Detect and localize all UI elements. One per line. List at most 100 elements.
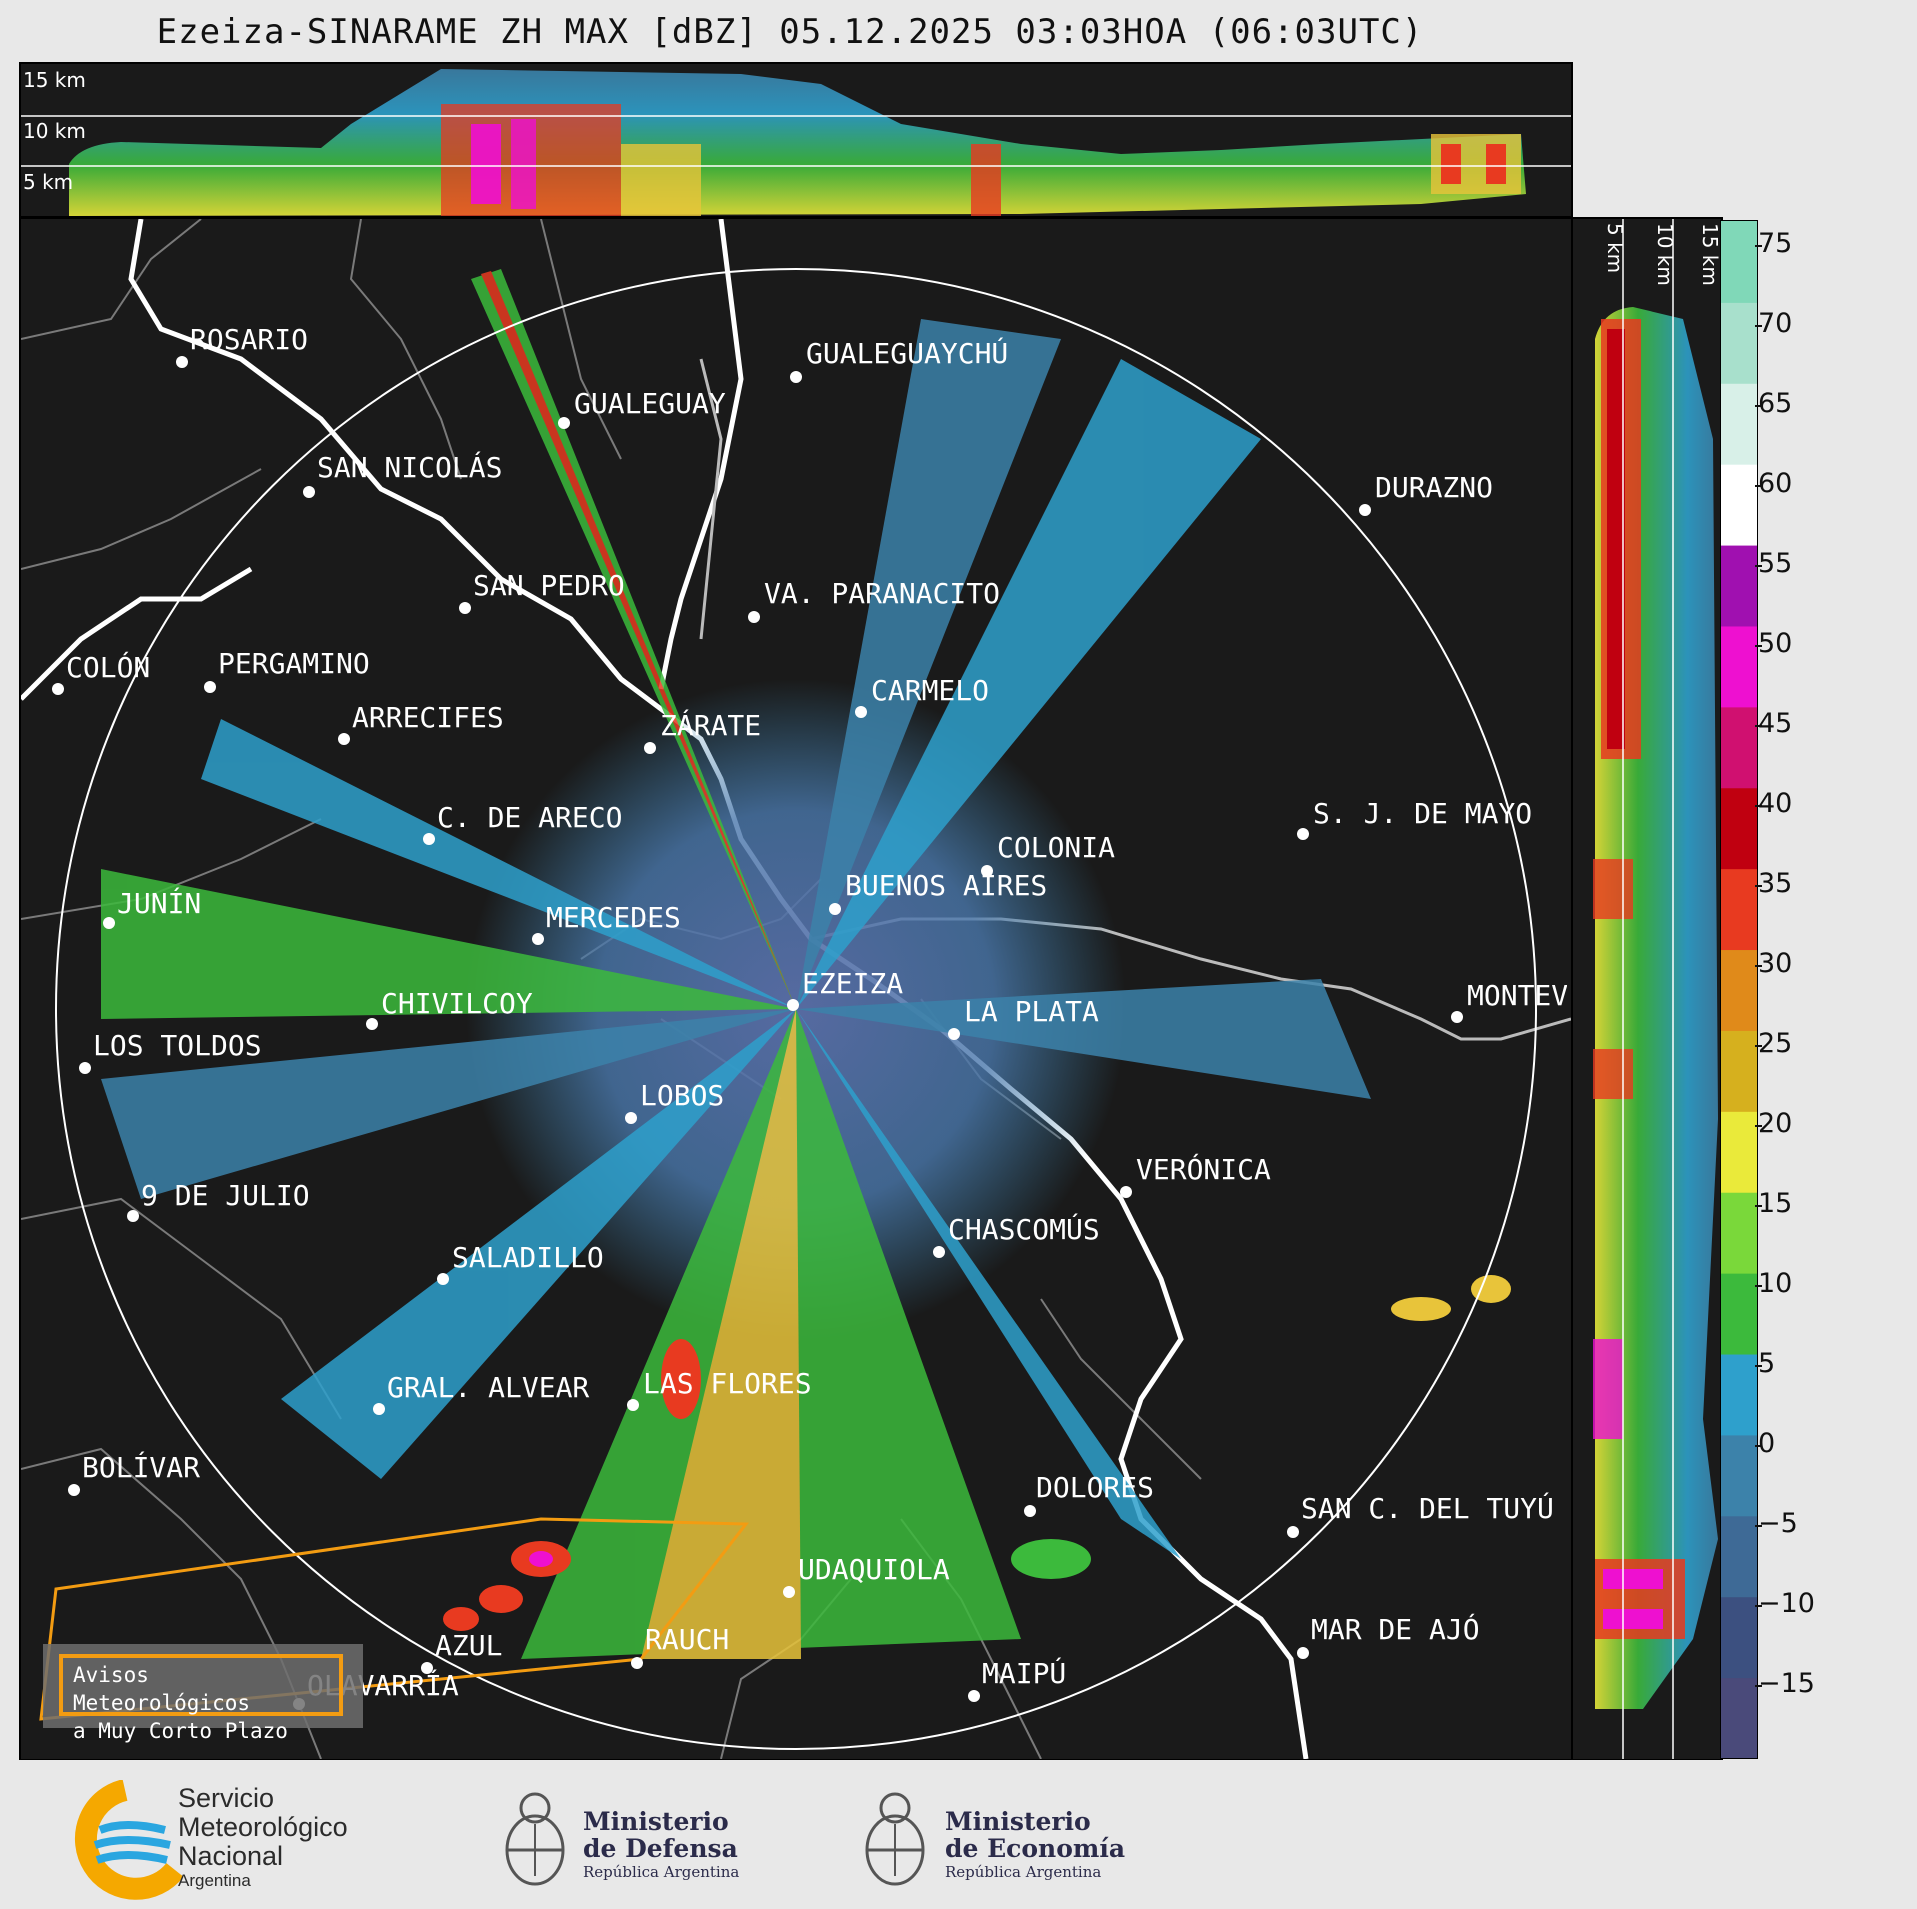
city-dot-san-nicolas bbox=[303, 486, 315, 498]
city-dot-saladillo bbox=[437, 1273, 449, 1285]
city-dot-9-de-julio bbox=[127, 1210, 139, 1222]
city-label-colon: COLÓN bbox=[66, 651, 151, 684]
defensa-logo-text: Ministerio de Defensa República Argentin… bbox=[583, 1808, 739, 1882]
city-dot-c-de-areco bbox=[423, 833, 435, 845]
city-label-los-toldos: LOS TOLDOS bbox=[93, 1029, 262, 1062]
height-label-10km: 10 km bbox=[23, 119, 86, 143]
city-dot-rauch bbox=[631, 1657, 643, 1669]
colorbar-band bbox=[1721, 949, 1757, 1031]
warning-line-1: Avisos Meteorológicos bbox=[73, 1663, 251, 1715]
radar-radial-echoes bbox=[101, 269, 1371, 1659]
city-dot-rosario bbox=[176, 356, 188, 368]
smn-logo-icon bbox=[74, 1780, 184, 1900]
colorbar-band bbox=[1721, 1434, 1757, 1517]
city-label-lobos: LOBOS bbox=[640, 1079, 725, 1112]
city-label-montevideo: MONTEVIDEO bbox=[1467, 979, 1567, 1012]
smn-line-4: Argentina bbox=[178, 1871, 251, 1890]
smn-line-1: Servicio bbox=[178, 1783, 275, 1813]
city-label-colonia: COLONIA bbox=[997, 831, 1116, 864]
economia-line-3: República Argentina bbox=[945, 1863, 1102, 1881]
colorbar-tick: −10 bbox=[1755, 1588, 1815, 1619]
colorbar-band bbox=[1721, 625, 1757, 708]
top-cross-section-echoes bbox=[21, 69, 1571, 216]
city-dot-la-plata bbox=[948, 1028, 960, 1040]
colorbar-tick: 30 bbox=[1754, 948, 1793, 979]
footer: Servicio Meteorológico Nacional Argentin… bbox=[0, 1760, 1917, 1909]
city-dot-sj-de-mayo bbox=[1297, 828, 1309, 840]
city-dot-gualeguay bbox=[558, 417, 570, 429]
city-dot-mercedes bbox=[532, 933, 544, 945]
city-dot-san-c-del-tuyu bbox=[1287, 1526, 1299, 1538]
colorbar-tick: 65 bbox=[1754, 388, 1793, 419]
city-label-paranacito: VA. PARANACITO bbox=[764, 577, 1001, 610]
height-label-15km: 15 km bbox=[23, 68, 86, 92]
city-label-gral-alvear: GRAL. ALVEAR bbox=[387, 1371, 590, 1404]
right-height-label-5km: 5 km bbox=[1603, 223, 1627, 274]
colorbar-tick: 45 bbox=[1754, 708, 1793, 739]
economia-line-2: de Economía bbox=[945, 1834, 1126, 1863]
colorbar-tick: −5 bbox=[1755, 1508, 1798, 1539]
storm-cells bbox=[443, 1275, 1511, 1631]
city-dot-carmelo bbox=[855, 706, 867, 718]
smn-logo-text: Servicio Meteorológico Nacional Argentin… bbox=[178, 1784, 348, 1891]
radar-map-panel: ROSARIO GUALEGUAYCHÚ GUALEGUAY SAN NICOL… bbox=[19, 217, 1573, 1761]
chart-title: Ezeiza-SINARAME ZH MAX [dBZ] 05.12.2025 … bbox=[156, 12, 1424, 52]
top-cross-section-panel: 15 km 10 km 5 km bbox=[19, 62, 1573, 218]
city-dot-gualeguaychu bbox=[790, 371, 802, 383]
colorbar-tick: 70 bbox=[1754, 308, 1793, 339]
right-height-label-10km: 10 km bbox=[1653, 223, 1677, 286]
right-height-label-15km: 15 km bbox=[1698, 223, 1722, 286]
defensa-line-1: Ministerio bbox=[583, 1807, 729, 1836]
city-label-mercedes: MERCEDES bbox=[546, 901, 681, 934]
city-label-veronica: VERÓNICA bbox=[1136, 1153, 1271, 1186]
city-label-saladillo: SALADILLO bbox=[452, 1241, 604, 1274]
city-dot-udaquiola bbox=[783, 1586, 795, 1598]
height-label-5km: 5 km bbox=[23, 170, 74, 194]
city-dot-gral-alvear bbox=[373, 1403, 385, 1415]
city-label-ezeiza: EZEIZA bbox=[802, 967, 904, 1000]
colorbar-tick: 20 bbox=[1754, 1108, 1793, 1139]
city-dot-bolivar bbox=[68, 1484, 80, 1496]
city-label-san-nicolas: SAN NICOLÁS bbox=[317, 451, 503, 484]
colorbar-band bbox=[1721, 1515, 1757, 1598]
city-dot-chivilcoy bbox=[366, 1018, 378, 1030]
colorbar-tick: 50 bbox=[1754, 628, 1793, 659]
city-label-sj-de-mayo: S. J. DE MAYO bbox=[1313, 797, 1533, 830]
city-label-junin: JUNÍN bbox=[117, 887, 202, 920]
city-label-maipu: MAIPÚ bbox=[982, 1657, 1067, 1690]
economia-line-1: Ministerio bbox=[945, 1807, 1091, 1836]
defensa-line-2: de Defensa bbox=[583, 1834, 738, 1863]
colorbar-tick: 0 bbox=[1754, 1428, 1776, 1459]
warning-legend-frame: Avisos Meteorológicos a Muy Corto Plazo bbox=[59, 1654, 343, 1743]
city-dot-montevideo bbox=[1451, 1011, 1463, 1023]
colorbar-tick: 15 bbox=[1754, 1188, 1793, 1219]
city-dot-arrecifes bbox=[338, 733, 350, 745]
colorbar-band bbox=[1721, 544, 1757, 627]
city-dot-zarate bbox=[644, 742, 656, 754]
city-label-dolores: DOLORES bbox=[1036, 1471, 1155, 1504]
city-label-gualeguay: GUALEGUAY bbox=[574, 387, 726, 420]
city-label-chascomus: CHASCOMÚS bbox=[948, 1213, 1100, 1246]
city-dot-veronica bbox=[1120, 1186, 1132, 1198]
warning-legend-box[interactable]: Avisos Meteorológicos a Muy Corto Plazo bbox=[43, 1644, 363, 1743]
city-dot-los-toldos bbox=[79, 1062, 91, 1074]
colorbar-tick: 35 bbox=[1754, 868, 1793, 899]
city-label-rosario: ROSARIO bbox=[190, 323, 309, 356]
smn-line-3: Nacional bbox=[178, 1841, 284, 1871]
city-dot-azul bbox=[421, 1662, 433, 1674]
city-label-zarate: ZÁRATE bbox=[660, 709, 762, 742]
colorbar-band bbox=[1721, 301, 1757, 384]
economia-logo-text: Ministerio de Economía República Argenti… bbox=[945, 1808, 1125, 1882]
right-cross-section-panel: 5 km 10 km 15 km bbox=[1571, 217, 1723, 1761]
argentina-coat-of-arms-icon bbox=[505, 1792, 565, 1886]
colorbar-band bbox=[1721, 1353, 1757, 1436]
colorbar-tick: 75 bbox=[1754, 228, 1793, 259]
colorbar-band bbox=[1721, 868, 1757, 951]
colorbar-tick: 60 bbox=[1754, 468, 1793, 499]
colorbar-band bbox=[1721, 787, 1757, 870]
city-dot-mar-de-ajo bbox=[1297, 1647, 1309, 1659]
city-label-san-c-del-tuyu: SAN C. DEL TUYÚ bbox=[1301, 1492, 1554, 1525]
city-label-azul: AZUL bbox=[435, 1629, 503, 1662]
city-dot-lobos bbox=[625, 1112, 637, 1124]
colorbar-band bbox=[1721, 221, 1757, 303]
